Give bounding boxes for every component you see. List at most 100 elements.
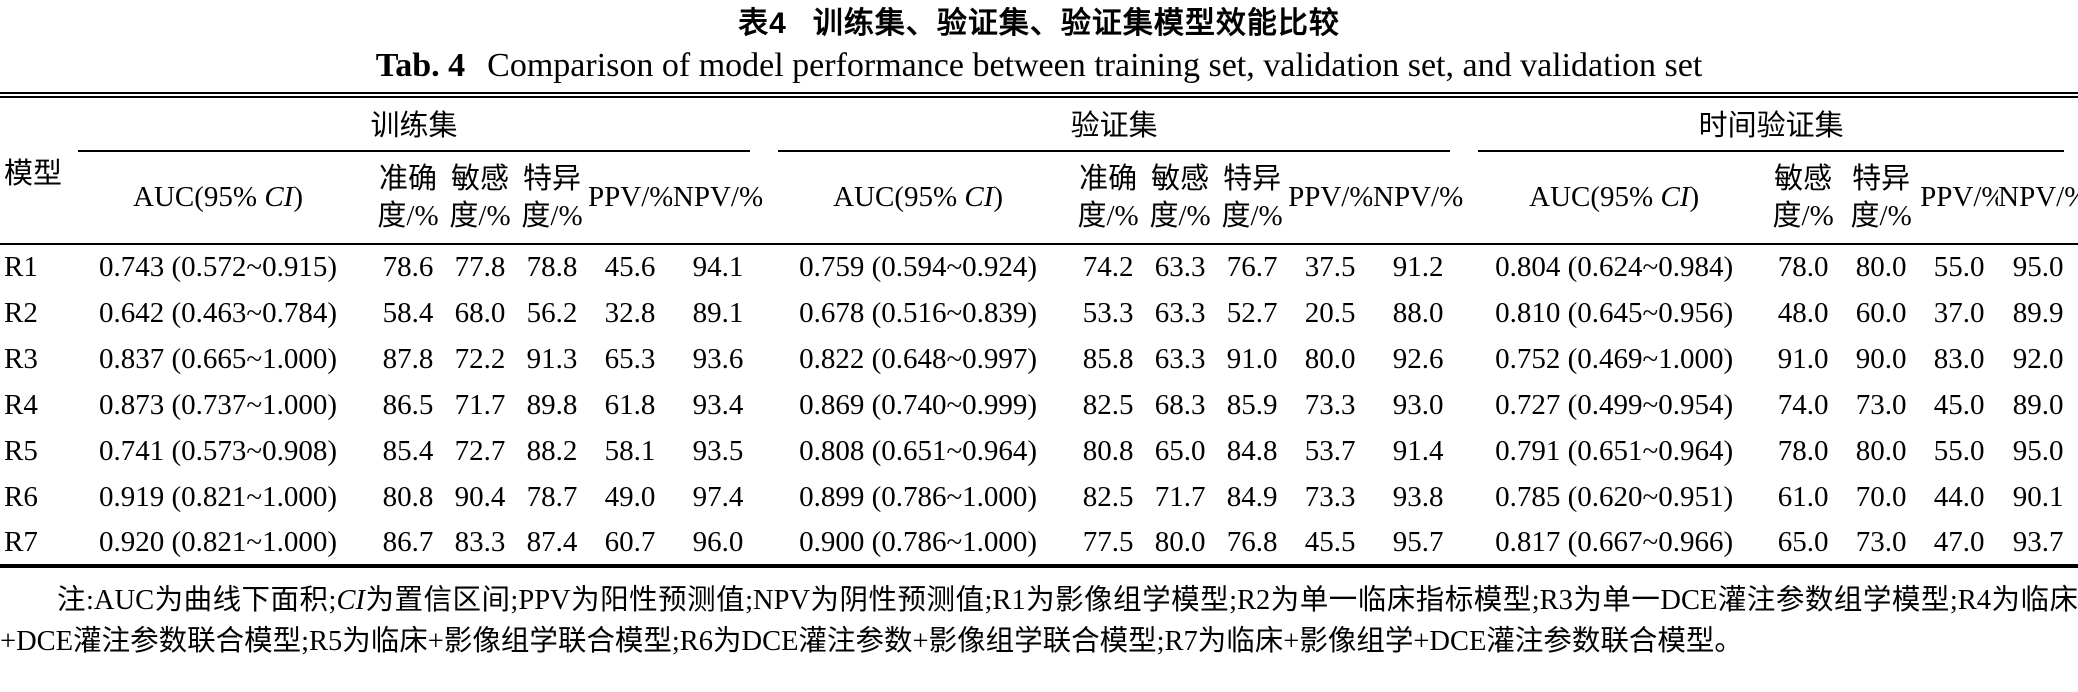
model-cell: R4 [4, 388, 38, 421]
value-cell: 74.2 [1082, 251, 1134, 283]
group-header-validation: 验证集 [764, 95, 1464, 152]
value-cell: 78.6 [382, 251, 434, 283]
value-cell: 82.5 [1082, 480, 1134, 513]
value-cell: 58.4 [382, 296, 434, 329]
value-cell: 76.7 [1226, 251, 1278, 283]
value-cell: 93.7 [2012, 525, 2064, 558]
value-cell: 90.1 [2012, 480, 2064, 513]
value-cell: 0.919 (0.821~1.000) [98, 480, 337, 513]
model-cell: R6 [4, 480, 38, 513]
value-cell: 77.8 [454, 251, 506, 283]
value-cell: 53.7 [1304, 434, 1356, 467]
value-cell: 0.808 (0.651~0.964) [799, 434, 1038, 467]
value-cell: 47.0 [1933, 525, 1985, 558]
value-cell: 70.0 [1855, 480, 1907, 513]
col-header-npv-training: NPV/% [672, 152, 765, 245]
table-title-zh: 表4 训练集、验证集、验证集模型效能比较 [0, 0, 2078, 44]
value-cell: 92.0 [2012, 342, 2064, 375]
value-cell: 45.0 [1933, 388, 1985, 421]
value-cell: 0.678 (0.516~0.839) [799, 296, 1038, 329]
value-cell: 65.3 [604, 342, 656, 375]
value-cell: 95.7 [1392, 525, 1444, 558]
value-cell: 83.0 [1933, 342, 1985, 375]
value-cell: 93.4 [692, 388, 744, 421]
value-cell: 0.817 (0.667~0.966) [1495, 525, 1734, 558]
value-cell: 52.7 [1226, 296, 1278, 329]
group-label-time-validation: 时间验证集 [1698, 110, 1844, 142]
value-cell: 73.3 [1304, 388, 1356, 421]
table-row: R7 0.920 (0.821~1.000) 86.7 83.3 87.4 60.7 96.… [0, 520, 2078, 566]
col-header-sensitivity-validation: 敏感 度/% [1144, 152, 1217, 245]
value-cell: 88.0 [1392, 296, 1444, 329]
table-body: R1 0.743 (0.572~0.915) 78.6 77.8 78.8 45.6 94.… [0, 244, 2078, 566]
table-footnote: 注:AUC为曲线下面积;CI为置信区间;PPV为阳性预测值;NPV为阴性预测值;… [0, 580, 2078, 662]
value-cell: 0.837 (0.665~1.000) [98, 342, 337, 375]
subheader-row: AUC(95% CI) 准确 度/% 敏感 度/% 特异 度/% PPV/% N… [0, 152, 2078, 245]
value-cell: 91.0 [1226, 342, 1278, 375]
value-cell: 68.0 [454, 296, 506, 329]
value-cell: 45.6 [604, 251, 656, 283]
value-cell: 0.899 (0.786~1.000) [799, 480, 1038, 513]
value-cell: 85.9 [1226, 388, 1278, 421]
value-cell: 44.0 [1933, 480, 1985, 513]
value-cell: 78.7 [526, 480, 578, 513]
table-row: R6 0.919 (0.821~1.000) 80.8 90.4 78.7 49.0 97.… [0, 474, 2078, 520]
value-cell: 84.9 [1226, 480, 1278, 513]
value-cell: 60.7 [604, 525, 656, 558]
value-cell: 93.8 [1392, 480, 1444, 513]
col-header-accuracy-training: 准确 度/% [372, 152, 444, 245]
value-cell: 0.920 (0.821~1.000) [98, 525, 337, 558]
value-cell: 37.0 [1933, 296, 1985, 329]
table-title-zh-text: 训练集、验证集、验证集模型效能比较 [812, 7, 1340, 40]
value-cell: 80.0 [1304, 342, 1356, 375]
col-header-auc-time-validation: AUC(95% CI) [1464, 152, 1765, 245]
value-cell: 0.810 (0.645~0.956) [1495, 296, 1734, 329]
value-cell: 80.0 [1154, 525, 1206, 558]
value-cell: 48.0 [1777, 296, 1829, 329]
col-header-npv-validation: NPV/% [1372, 152, 1465, 245]
value-cell: 65.0 [1777, 525, 1829, 558]
value-cell: 71.7 [1154, 480, 1206, 513]
value-cell: 76.8 [1226, 525, 1278, 558]
value-cell: 80.8 [382, 480, 434, 513]
value-cell: 45.5 [1304, 525, 1356, 558]
table-row: R4 0.873 (0.737~1.000) 86.5 71.7 89.8 61.8 93.… [0, 382, 2078, 428]
value-cell: 93.6 [692, 342, 744, 375]
value-cell: 86.5 [382, 388, 434, 421]
table-header: 模型 训练集 验证集 时间验证集 AUC(95% CI) 准确 度/% 敏感 度… [0, 95, 2078, 245]
model-cell: R1 [4, 251, 38, 283]
value-cell: 63.3 [1154, 296, 1206, 329]
col-header-specificity-validation: 特异 度/% [1216, 152, 1289, 245]
value-cell: 78.8 [526, 251, 578, 283]
value-cell: 73.0 [1855, 525, 1907, 558]
value-cell: 61.0 [1777, 480, 1829, 513]
value-cell: 77.5 [1082, 525, 1134, 558]
col-header-ppv-validation: PPV/% [1288, 152, 1373, 245]
value-cell: 93.5 [692, 434, 744, 467]
value-cell: 78.0 [1777, 251, 1829, 283]
value-cell: 80.0 [1855, 434, 1907, 467]
value-cell: 80.0 [1855, 251, 1907, 283]
value-cell: 32.8 [604, 296, 656, 329]
value-cell: 72.7 [454, 434, 506, 467]
value-cell: 87.4 [526, 525, 578, 558]
table-number-en: Tab. 4 [375, 47, 466, 84]
group-header-row: 模型 训练集 验证集 时间验证集 [0, 95, 2078, 245]
table-number-zh: 表4 [738, 7, 787, 40]
value-cell: 84.8 [1226, 434, 1278, 467]
footnote-text-1: 注:AUC为曲线下面积; [57, 585, 337, 616]
value-cell: 86.7 [382, 525, 434, 558]
table-row: R5 0.741 (0.573~0.908) 85.4 72.7 88.2 58.1 93.… [0, 428, 2078, 474]
value-cell: 89.8 [526, 388, 578, 421]
col-header-ppv-time-validation: PPV/% [1920, 152, 1999, 245]
value-cell: 83.3 [454, 525, 506, 558]
value-cell: 49.0 [604, 480, 656, 513]
model-cell: R7 [4, 525, 38, 558]
value-cell: 85.8 [1082, 342, 1134, 375]
col-header-specificity-training: 特异 度/% [516, 152, 588, 245]
table-row: R2 0.642 (0.463~0.784) 58.4 68.0 56.2 32.8 89.… [0, 290, 2078, 336]
value-cell: 91.3 [526, 342, 578, 375]
group-label-validation: 验证集 [1070, 110, 1158, 142]
value-cell: 90.0 [1855, 342, 1907, 375]
value-cell: 97.4 [692, 480, 744, 513]
